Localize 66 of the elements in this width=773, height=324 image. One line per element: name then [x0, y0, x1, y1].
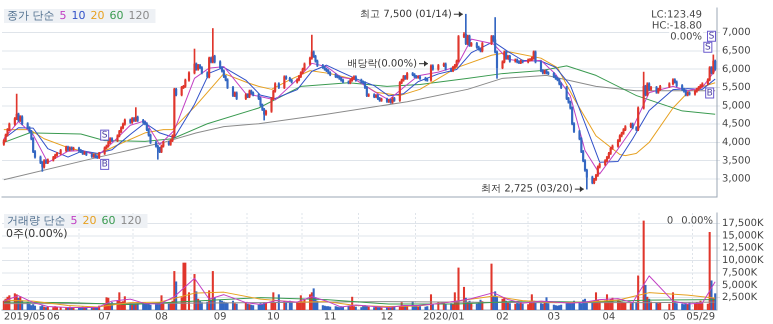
bar	[527, 304, 530, 310]
y-tick-label: 5,500	[722, 82, 751, 94]
y-tick-label: 15,000K	[722, 230, 764, 242]
y-tick-label: 12,500K	[722, 242, 764, 254]
bar	[642, 220, 645, 310]
x-tick-label: 2019/05	[4, 312, 46, 323]
legend-title: 거래량 단순	[7, 214, 66, 227]
x-tick-label: 05/29	[686, 312, 716, 323]
x-tick-label: 08	[155, 312, 168, 323]
bar	[490, 264, 493, 310]
annotation: 0.00%	[681, 216, 713, 227]
x-tick-label: 12	[380, 312, 394, 323]
bar	[457, 268, 460, 310]
text: 120	[128, 8, 150, 22]
y-tick-label: 3,000	[722, 174, 751, 185]
y-tick-label: 17,500K	[722, 218, 764, 229]
annotation: HC:-18.80	[652, 20, 702, 32]
text: 60	[101, 214, 116, 227]
y-tick-label: 7,500K	[722, 267, 758, 278]
x-tick-label: 11	[324, 312, 337, 323]
x-tick-label: 10	[266, 312, 280, 323]
annotation: B	[102, 160, 108, 170]
y-tick-label: 6,500	[722, 45, 751, 56]
y-tick-label: 3,500	[722, 155, 751, 166]
x-tick-label: 04	[602, 312, 616, 323]
y-tick-label: 7,000	[722, 27, 751, 38]
text: 10	[71, 8, 86, 22]
y-tick-label: 2,500K	[722, 292, 758, 304]
x-tick-label: 07	[98, 312, 112, 323]
bar	[426, 306, 428, 310]
text: 20	[82, 214, 96, 227]
text: 20	[90, 8, 104, 22]
y-tick-label: 4,500	[722, 118, 751, 130]
bar	[334, 306, 337, 310]
annotation: 최저 2,725 (03/20)	[481, 184, 573, 195]
annotation: LC:123.49	[651, 10, 702, 21]
x-tick-label: 06	[46, 312, 60, 323]
x-tick-label: 2020/01	[423, 312, 465, 323]
annotation: S	[704, 42, 711, 53]
annotation: 0	[666, 216, 674, 227]
text: 0주(0.00%)	[6, 226, 68, 240]
y-tick-label: 4,000	[722, 137, 751, 148]
annotation: 배당락(0.00%)	[347, 58, 418, 70]
bar	[424, 306, 427, 310]
annotation: 0.00%	[670, 32, 702, 43]
annotation: B	[706, 88, 713, 98]
y-tick-label: 5,000	[722, 100, 751, 112]
x-tick-label: 03	[547, 312, 560, 323]
x-tick-label: 05	[662, 312, 676, 323]
annotation: 최고 7,500 (01/14)	[360, 8, 452, 20]
y-tick-label: 5,000K	[722, 280, 758, 291]
legend-title: 종가 단순	[7, 8, 54, 22]
y-tick-label: 6,000	[722, 64, 751, 75]
bar	[681, 304, 684, 310]
bar	[708, 232, 711, 310]
text: 60	[109, 8, 124, 22]
annotation: S	[102, 130, 108, 140]
text: 5	[70, 214, 78, 227]
annotation: S	[708, 32, 715, 42]
x-tick-label: 02	[496, 312, 509, 323]
bar	[701, 303, 704, 310]
text: 5	[59, 8, 66, 22]
text: 120	[120, 214, 142, 227]
y-tick-label: 10,000K	[722, 255, 764, 266]
x-tick-label: 09	[214, 312, 227, 323]
bar	[34, 306, 36, 310]
